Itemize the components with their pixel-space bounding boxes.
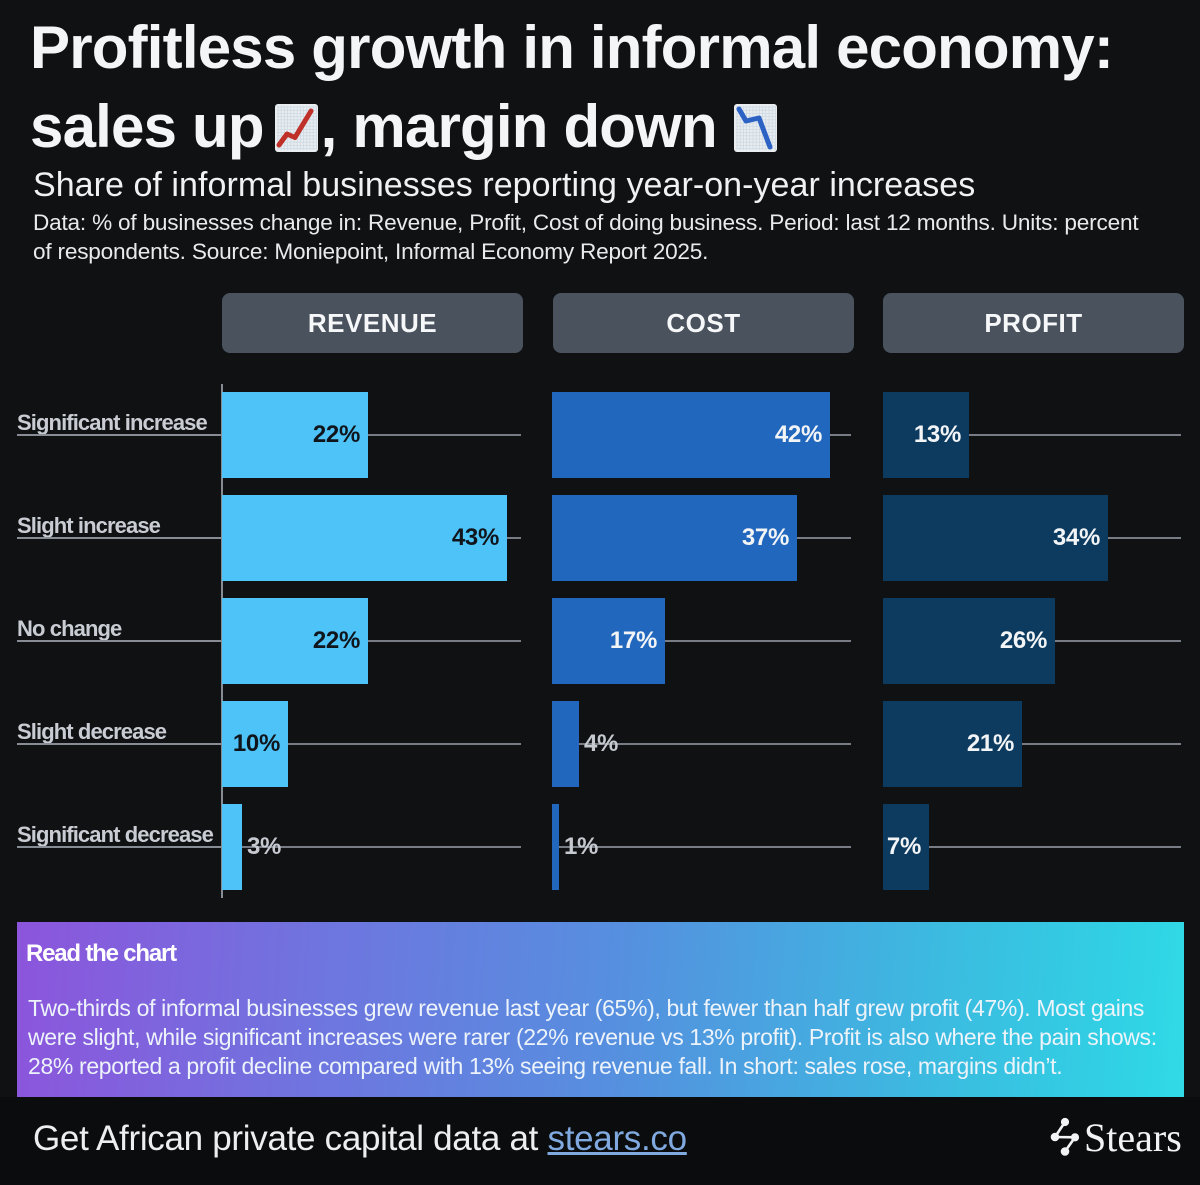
svg-text:Stears: Stears — [1084, 1115, 1182, 1160]
